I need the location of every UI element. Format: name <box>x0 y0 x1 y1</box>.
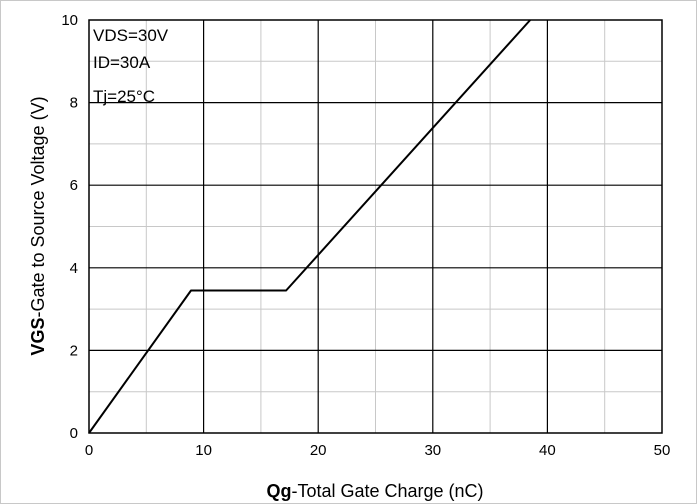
series-layer <box>88 19 531 434</box>
x-tick-label: 10 <box>195 442 212 459</box>
x-tick-label: 40 <box>539 442 556 459</box>
y-axis-title: VGS-Gate to Source Voltage (V) <box>28 96 48 355</box>
series-line-vgs <box>88 19 531 434</box>
x-tick-label: 50 <box>654 442 671 459</box>
y-tick-label: 10 <box>61 12 78 29</box>
annotation-vds: VDS=30V <box>93 26 169 45</box>
annotation-tj: Tj=25°C <box>93 87 155 106</box>
tick-layer: 0 10 20 30 40 50 0 2 4 6 8 10 <box>61 12 670 459</box>
x-axis-title: Qg-Total Gate Charge (nC) <box>266 481 483 501</box>
y-axis-title-rest: -Gate to Source Voltage (V) <box>28 96 48 317</box>
y-axis-title-bold: VGS <box>28 318 48 356</box>
x-tick-label: 0 <box>85 442 93 459</box>
y-tick-label: 6 <box>70 177 78 194</box>
x-axis-title-bold: Qg <box>266 481 291 501</box>
y-tick-label: 4 <box>70 260 78 277</box>
plot-frame <box>88 19 663 434</box>
x-tick-label: 20 <box>310 442 327 459</box>
x-tick-label: 30 <box>424 442 441 459</box>
grid-layer <box>89 20 662 433</box>
y-tick-label: 8 <box>70 95 78 112</box>
y-tick-label: 2 <box>70 342 78 359</box>
x-axis-title-rest: -Total Gate Charge (nC) <box>291 481 483 501</box>
annotation-id: ID=30A <box>93 53 151 72</box>
annotation-box: VDS=30V ID=30A Tj=25°C <box>93 26 169 106</box>
y-tick-label: 0 <box>70 425 78 442</box>
